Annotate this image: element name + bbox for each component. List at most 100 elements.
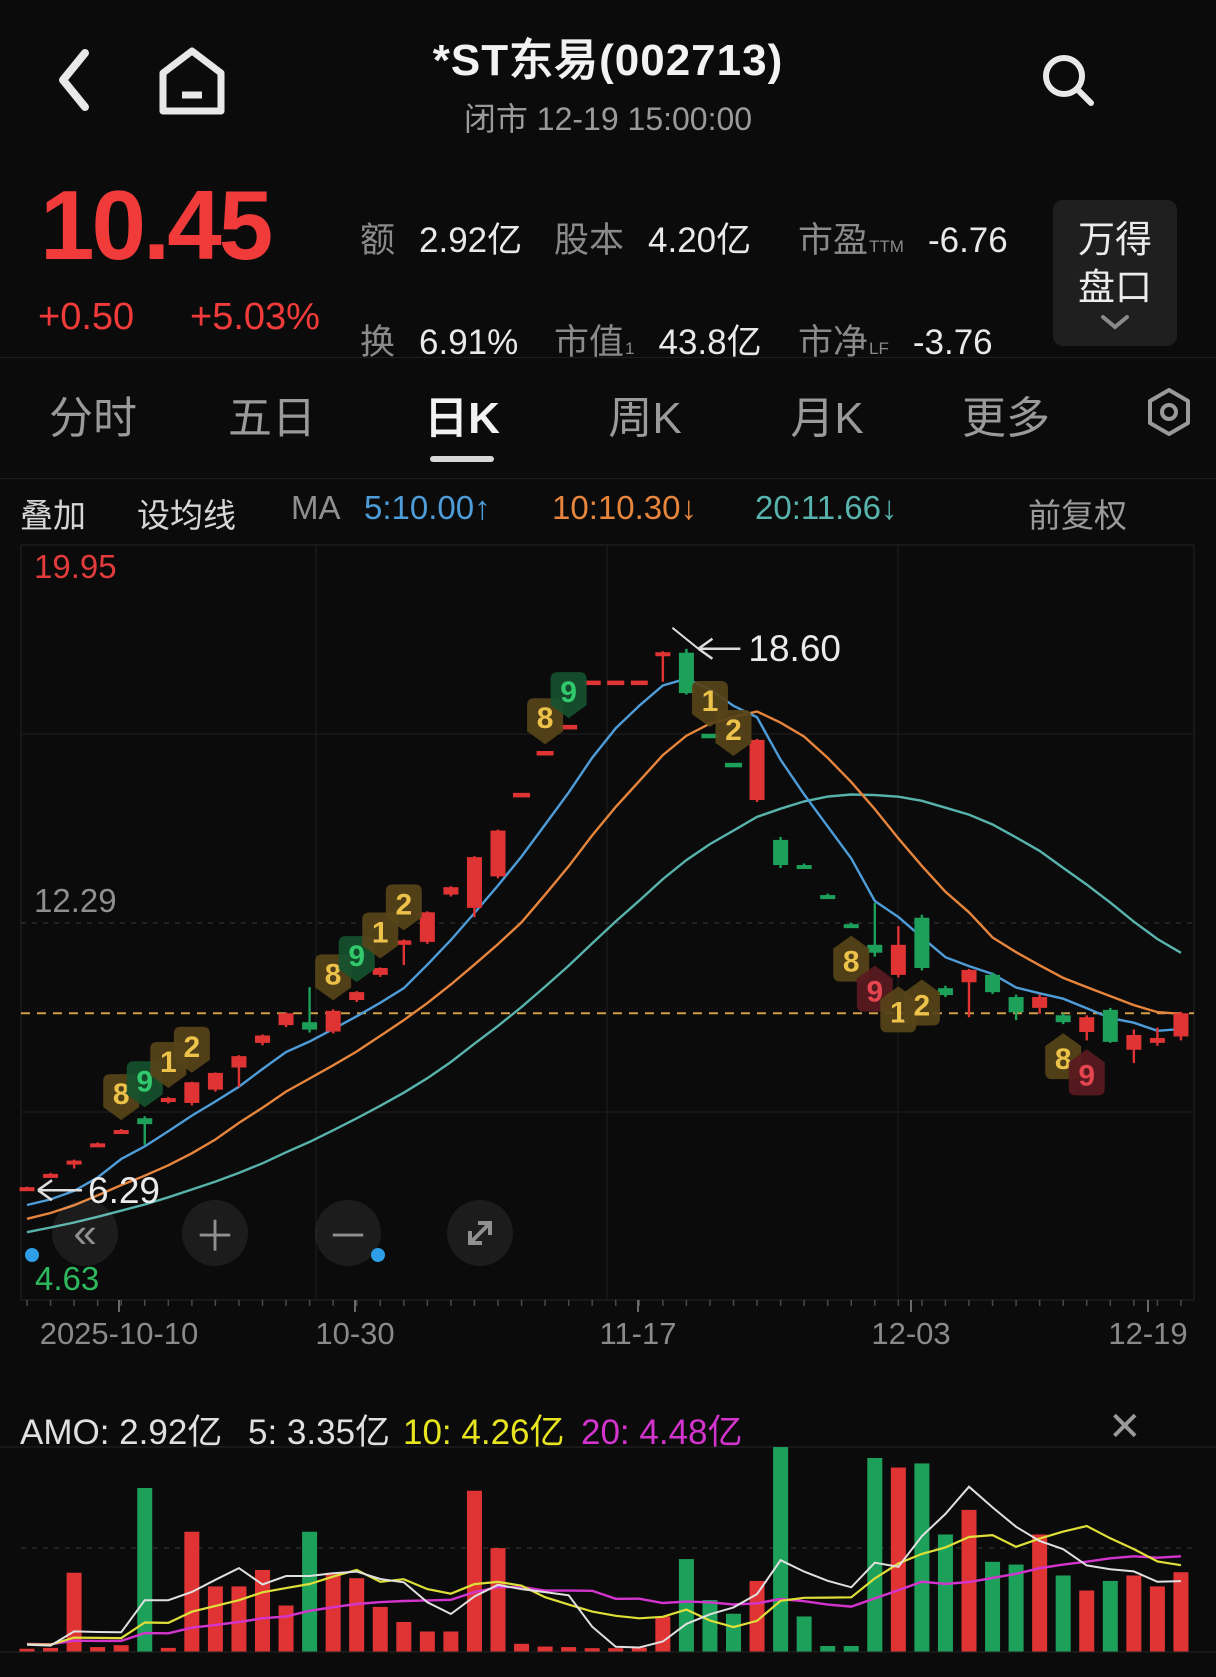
- candle-body: [43, 1173, 59, 1178]
- td-sequence-number: 1: [890, 996, 907, 1029]
- td-sequence-number: 8: [325, 958, 342, 991]
- home-button[interactable]: [152, 42, 232, 122]
- candle-body: [890, 944, 906, 975]
- amo-ma5-value: 5: 3.35亿: [248, 1413, 391, 1452]
- volume-bar: [396, 1621, 412, 1652]
- td-sequence-number: 2: [725, 714, 742, 747]
- zoom-in-button[interactable]: ＋: [182, 1200, 248, 1266]
- volume-bar: [655, 1616, 671, 1652]
- volume-bar: [914, 1463, 930, 1652]
- volume-bar: [843, 1645, 859, 1652]
- td-sequence-number: 8: [1055, 1043, 1072, 1076]
- stat-superscript: LF: [869, 339, 889, 358]
- home-icon: [159, 47, 225, 115]
- td-sequence-number: 9: [866, 976, 883, 1009]
- volume-bar: [749, 1580, 765, 1652]
- tab-minute[interactable]: 分时: [49, 394, 137, 443]
- scroll-left-button[interactable]: «: [52, 1200, 118, 1266]
- high-price-annotation: 18.60: [748, 628, 841, 669]
- volume-bar: [160, 1647, 176, 1652]
- stat-label: 股本: [554, 221, 625, 260]
- target-hexagon-icon: [1148, 388, 1190, 436]
- volume-bar: [325, 1572, 341, 1652]
- volume-bar: [19, 1648, 35, 1652]
- chart-settings-button[interactable]: [1144, 386, 1194, 438]
- candle-body: [867, 944, 883, 953]
- chevron-left-icon: [59, 49, 89, 111]
- set-ma-button[interactable]: 设均线: [137, 497, 236, 534]
- arrow-down-icon: ↓: [680, 489, 697, 526]
- candle-body: [113, 1130, 129, 1135]
- candle-flat: [513, 792, 531, 798]
- tab-daily-k[interactable]: 日K: [424, 394, 500, 443]
- wind-order-book-button[interactable]: 万得 盘口: [1053, 200, 1177, 346]
- candle-body: [302, 1022, 318, 1030]
- candle-flat: [560, 724, 578, 730]
- candle-body: [1079, 1017, 1095, 1033]
- x-axis-date-label: 12-03: [871, 1316, 950, 1351]
- candle-body: [349, 992, 365, 1001]
- zoom-out-button[interactable]: －: [315, 1200, 381, 1266]
- candle-body: [443, 887, 459, 895]
- volume-bar: [1079, 1590, 1095, 1652]
- td-sequence-number: 1: [372, 916, 389, 949]
- td-sequence-number: 9: [348, 940, 365, 973]
- tab-monthly-k[interactable]: 月K: [790, 394, 864, 443]
- back-button[interactable]: [46, 42, 102, 118]
- volume-bar: [443, 1631, 459, 1652]
- volume-bar: [419, 1631, 435, 1652]
- volume-bar: [490, 1548, 506, 1652]
- volume-ma20-line: [26, 1555, 1182, 1646]
- td-sequence-number: 9: [136, 1065, 153, 1098]
- td-sequence-badge: [715, 710, 752, 757]
- candle-body: [490, 830, 506, 877]
- tab-weekly-k[interactable]: 周K: [608, 394, 682, 443]
- ma5-value: 5:10.00↑: [364, 489, 491, 526]
- candle-body: [1173, 1013, 1189, 1037]
- tab-5day[interactable]: 五日: [228, 394, 316, 443]
- td-sequence-badge: [385, 884, 422, 931]
- adjust-mode-button[interactable]: 前复权: [1028, 497, 1127, 534]
- td-sequence-badge: [173, 1026, 210, 1073]
- panel-button-label: 万得: [1078, 219, 1152, 260]
- low-price-annotation: 6.29: [88, 1170, 160, 1211]
- stat-label: 额: [360, 221, 396, 260]
- y-axis-label: 19.95: [34, 548, 117, 585]
- candle-body: [231, 1056, 247, 1068]
- candle-body: [137, 1118, 153, 1125]
- overlay-button[interactable]: 叠加: [20, 497, 86, 534]
- volume-bar: [278, 1605, 294, 1652]
- close-volume-pane-button[interactable]: ✕: [1108, 1405, 1142, 1449]
- volume-bar: [773, 1447, 789, 1652]
- tab-more[interactable]: 更多: [962, 394, 1050, 443]
- volume-bar: [867, 1457, 883, 1652]
- stat-value: 2.92亿: [419, 221, 523, 260]
- stat-value: -3.76: [912, 323, 993, 362]
- volume-bar: [302, 1531, 318, 1652]
- arrow-up-icon: ↑: [474, 489, 491, 526]
- range-handle-right[interactable]: [371, 1248, 385, 1262]
- ma5-line: [26, 677, 1182, 1207]
- td-sequence-number: 8: [843, 946, 860, 979]
- volume-bar: [702, 1600, 718, 1652]
- candle-body: [278, 1013, 294, 1026]
- td-sequence-number: 9: [560, 676, 577, 709]
- panel-button-label: 盘口: [1078, 267, 1152, 308]
- range-handle-left[interactable]: [25, 1248, 39, 1262]
- candle-body: [255, 1035, 270, 1043]
- stat-value: 4.20亿: [648, 221, 752, 260]
- fullscreen-button[interactable]: [447, 1200, 513, 1266]
- candle-flat: [583, 680, 601, 686]
- candle-body: [372, 967, 388, 975]
- stat-label: 市值: [554, 323, 625, 362]
- candle-body: [184, 1082, 200, 1103]
- candle-body: [466, 857, 482, 908]
- expand-icon: [468, 1221, 492, 1245]
- stat-label: 换: [360, 323, 396, 362]
- ma10-value: 10:10.30↓: [552, 489, 697, 526]
- volume-bar: [90, 1647, 106, 1652]
- search-button[interactable]: [1030, 42, 1106, 118]
- last-price: 10.45: [40, 170, 273, 280]
- candle-body: [843, 924, 859, 929]
